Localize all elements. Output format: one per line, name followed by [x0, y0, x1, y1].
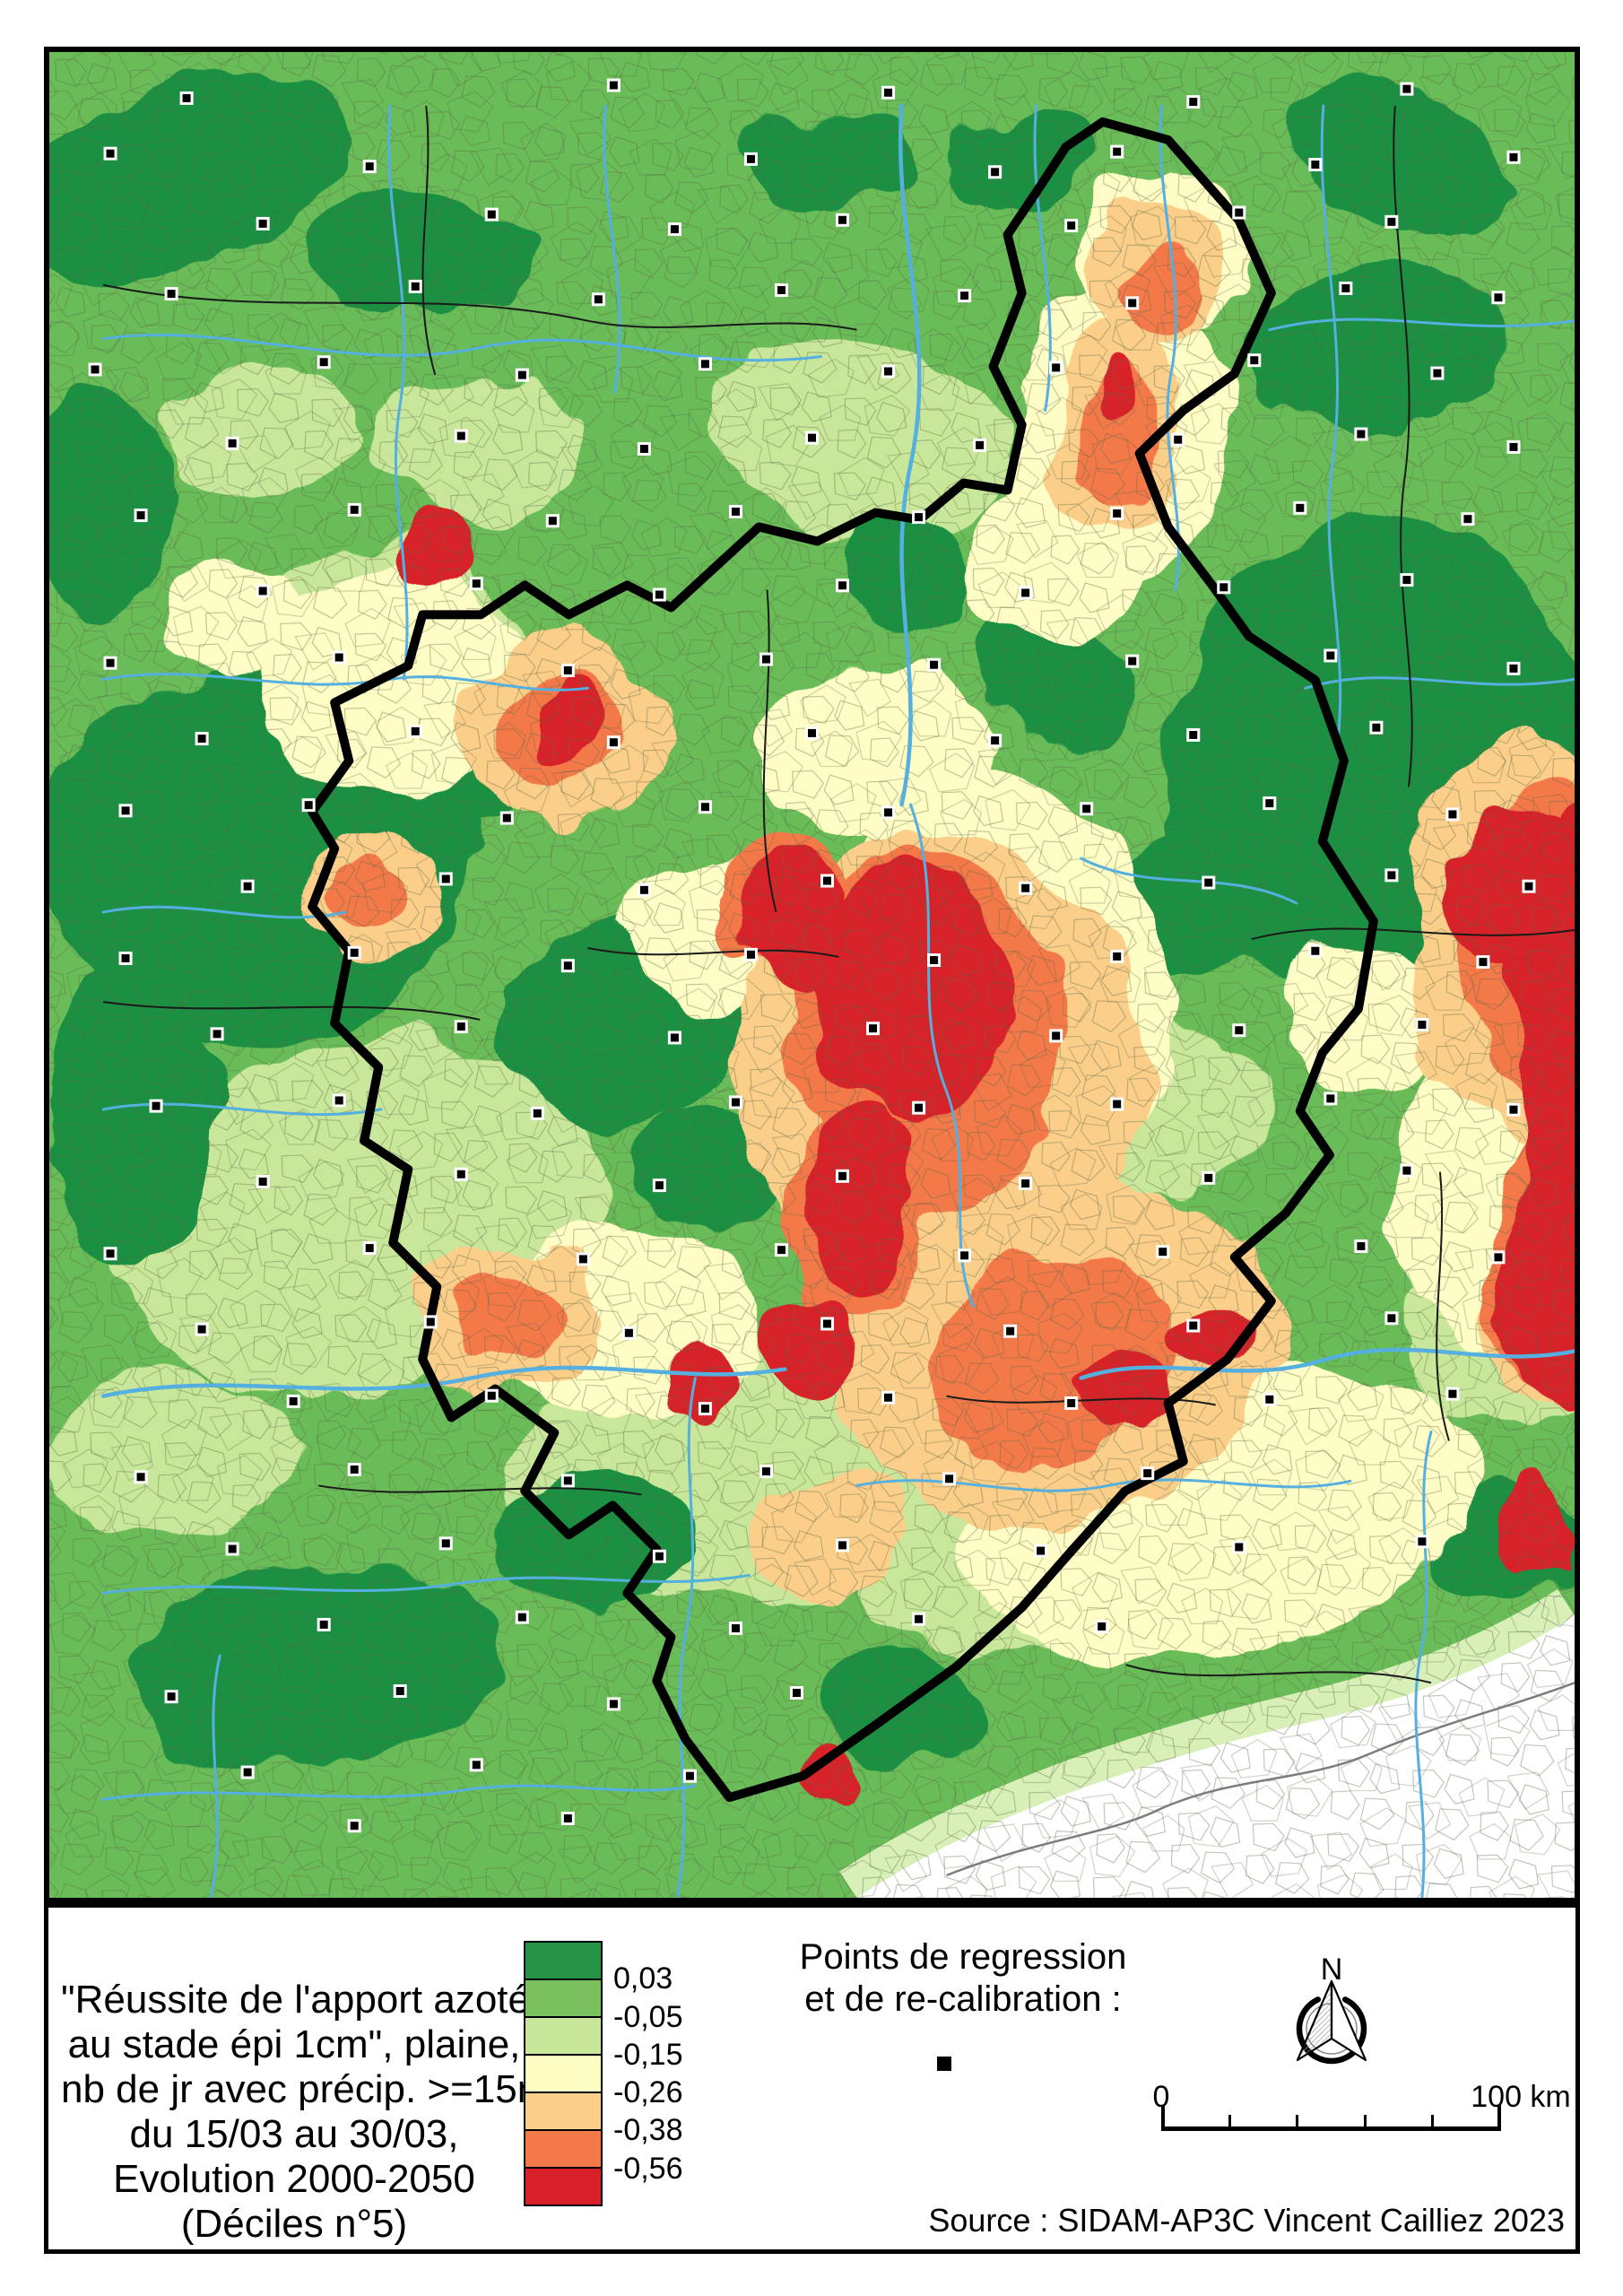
legend-class-swatch: [525, 2018, 601, 2056]
legend-class-swatch: [525, 2093, 601, 2131]
map-title-line: du 15/03 au 30/03,: [129, 2112, 459, 2156]
legend-class-value: -0,26: [613, 2075, 683, 2110]
scalebar-end-label: 100 km: [1471, 2080, 1571, 2114]
scalebar-start-label: 0: [1152, 2080, 1170, 2114]
legend-class-value: 0,03: [613, 1961, 673, 1996]
legend-class-value: -0,15: [613, 2037, 683, 2072]
compass-outer-ring: [1296, 1996, 1367, 2065]
map-title-line: nb de jr avec précip. >=15mm,: [61, 2067, 595, 2111]
scalebar-tick: [1431, 2115, 1434, 2131]
scalebar-tick: [1364, 2115, 1367, 2131]
legend-panel: "Réussite de l'apport azoté au stade épi …: [44, 1903, 1580, 2254]
scalebar-tick-end: [1497, 2105, 1501, 2131]
map-canvas: [49, 52, 1575, 1898]
points-legend-line2: et de re-calibration :: [804, 1979, 1122, 2019]
north-arrow: N: [1296, 1958, 1367, 2065]
points-legend-line1: Points de regression: [799, 1937, 1127, 1977]
legend-class-value: -0,56: [613, 2151, 683, 2186]
map-frame: [44, 47, 1580, 1903]
map-title-line: (Déciles n°5): [180, 2202, 408, 2246]
study-region-boundary: [308, 117, 1378, 1803]
legend-class-swatch: [525, 2056, 601, 2093]
legend-color-scale: [524, 1941, 603, 2206]
scalebar-tick-start: [1161, 2105, 1165, 2131]
scalebar-line: [1161, 2126, 1500, 2131]
regression-point-sample: [937, 2057, 951, 2071]
scalebar-tick: [1296, 2115, 1298, 2131]
commune-boundaries-texture-2: [49, 52, 1575, 1898]
map-title-line: Evolution 2000-2050: [113, 2157, 475, 2201]
coastline: [946, 1682, 1575, 1877]
legend-class-swatch: [525, 2169, 601, 2205]
arrow-left-half: [1296, 1979, 1333, 2062]
points-legend: Points de regression et de re-calibratio…: [766, 1936, 1160, 2021]
map-title-line: au stade épi 1cm", plaine,: [67, 2022, 521, 2066]
legend-class-swatch: [525, 1943, 601, 1980]
regression-points: [88, 78, 1536, 1833]
source-attribution: Source : SIDAM-AP3C Vincent Cailliez 202…: [928, 2202, 1565, 2239]
legend-class-swatch: [525, 1980, 601, 2018]
map-title: "Réussite de l'apport azoté au stade épi …: [61, 1978, 595, 2247]
legend-class-value: -0,05: [613, 1999, 683, 2034]
map-title-line: "Réussite de l'apport azoté: [61, 1978, 530, 2022]
legend-class-swatch: [525, 2131, 601, 2169]
legend-class-value: -0,38: [613, 2113, 683, 2148]
scalebar-tick: [1228, 2115, 1231, 2131]
